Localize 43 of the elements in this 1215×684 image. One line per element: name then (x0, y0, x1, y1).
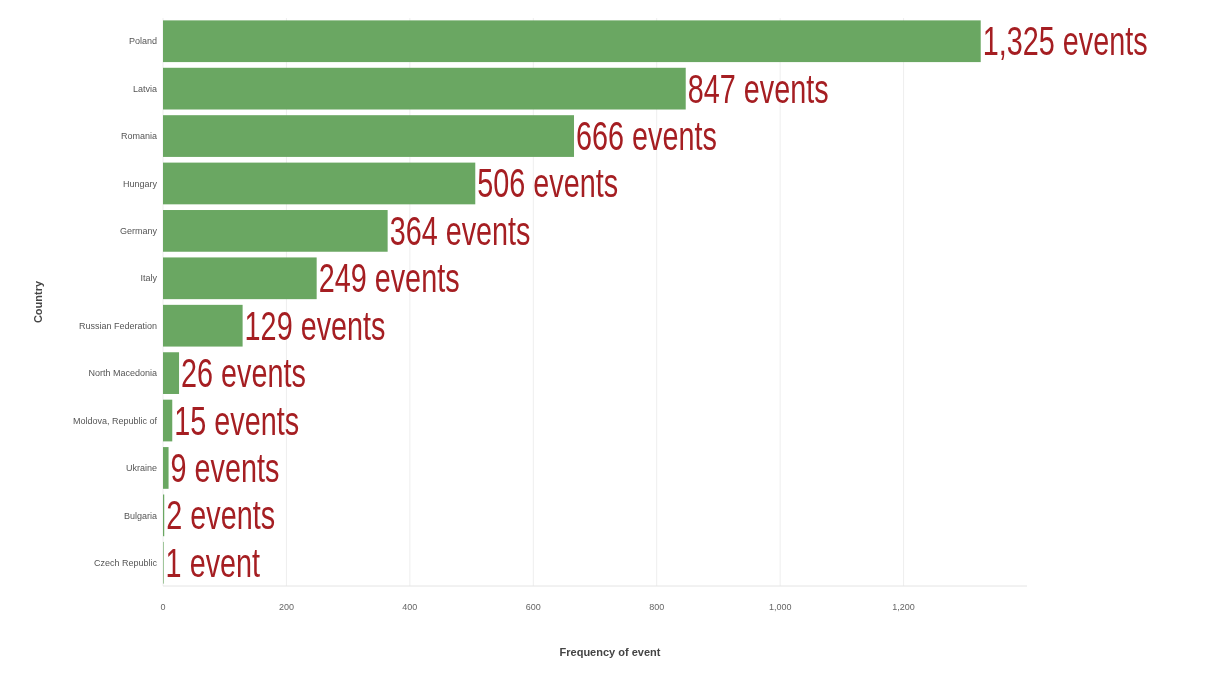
y-tick-label: Hungary (122, 178, 158, 189)
bar (163, 304, 243, 347)
y-tick-label: Ukraine (125, 463, 157, 474)
y-tick-label: Russian Federation (78, 320, 157, 331)
data-label: 506 events (477, 160, 619, 206)
x-tick-label: 600 (525, 602, 541, 612)
bar (163, 115, 575, 157)
y-tick-label: Germany (119, 226, 158, 237)
bar (163, 20, 981, 63)
bar (163, 399, 173, 442)
x-tick-label: 0 (160, 602, 166, 612)
data-label: 847 events (687, 65, 829, 111)
x-tick-label: 1,000 (768, 602, 792, 612)
data-label: 9 events (170, 445, 280, 490)
y-tick-label: Latvia (132, 83, 157, 94)
y-tick-label: North Macedonia (88, 368, 157, 379)
y-tick-label: Poland (128, 36, 157, 47)
bar (163, 352, 180, 394)
x-tick-label: 200 (278, 602, 294, 612)
data-label: 249 events (318, 255, 460, 301)
data-label: 26 events (181, 350, 306, 396)
y-tick-label: Italy (140, 273, 158, 284)
x-tick-label: 1,200 (892, 602, 915, 612)
data-label: 1,325 events (982, 18, 1148, 64)
y-tick-label: Czech Republic (93, 557, 158, 568)
bar (163, 210, 388, 252)
data-label: 666 events (576, 113, 717, 159)
x-tick-label: 400 (402, 602, 418, 612)
data-label: 15 events (174, 397, 300, 443)
y-axis-title: Country (32, 280, 44, 324)
y-tick-label: Romania (120, 131, 157, 142)
data-label: 129 events (244, 302, 386, 348)
bar (163, 67, 686, 110)
x-axis-title: Frequency of event (559, 646, 661, 658)
bar (163, 162, 476, 205)
data-label: 1 event (165, 540, 261, 585)
data-label: 364 events (389, 208, 531, 253)
y-tick-label: Moldova, Republic of (72, 415, 158, 426)
y-tick-label: Bulgaria (123, 510, 157, 521)
data-label: 2 events (166, 492, 276, 538)
bar (163, 447, 169, 489)
x-tick-label: 800 (649, 602, 665, 612)
bar (163, 257, 317, 300)
